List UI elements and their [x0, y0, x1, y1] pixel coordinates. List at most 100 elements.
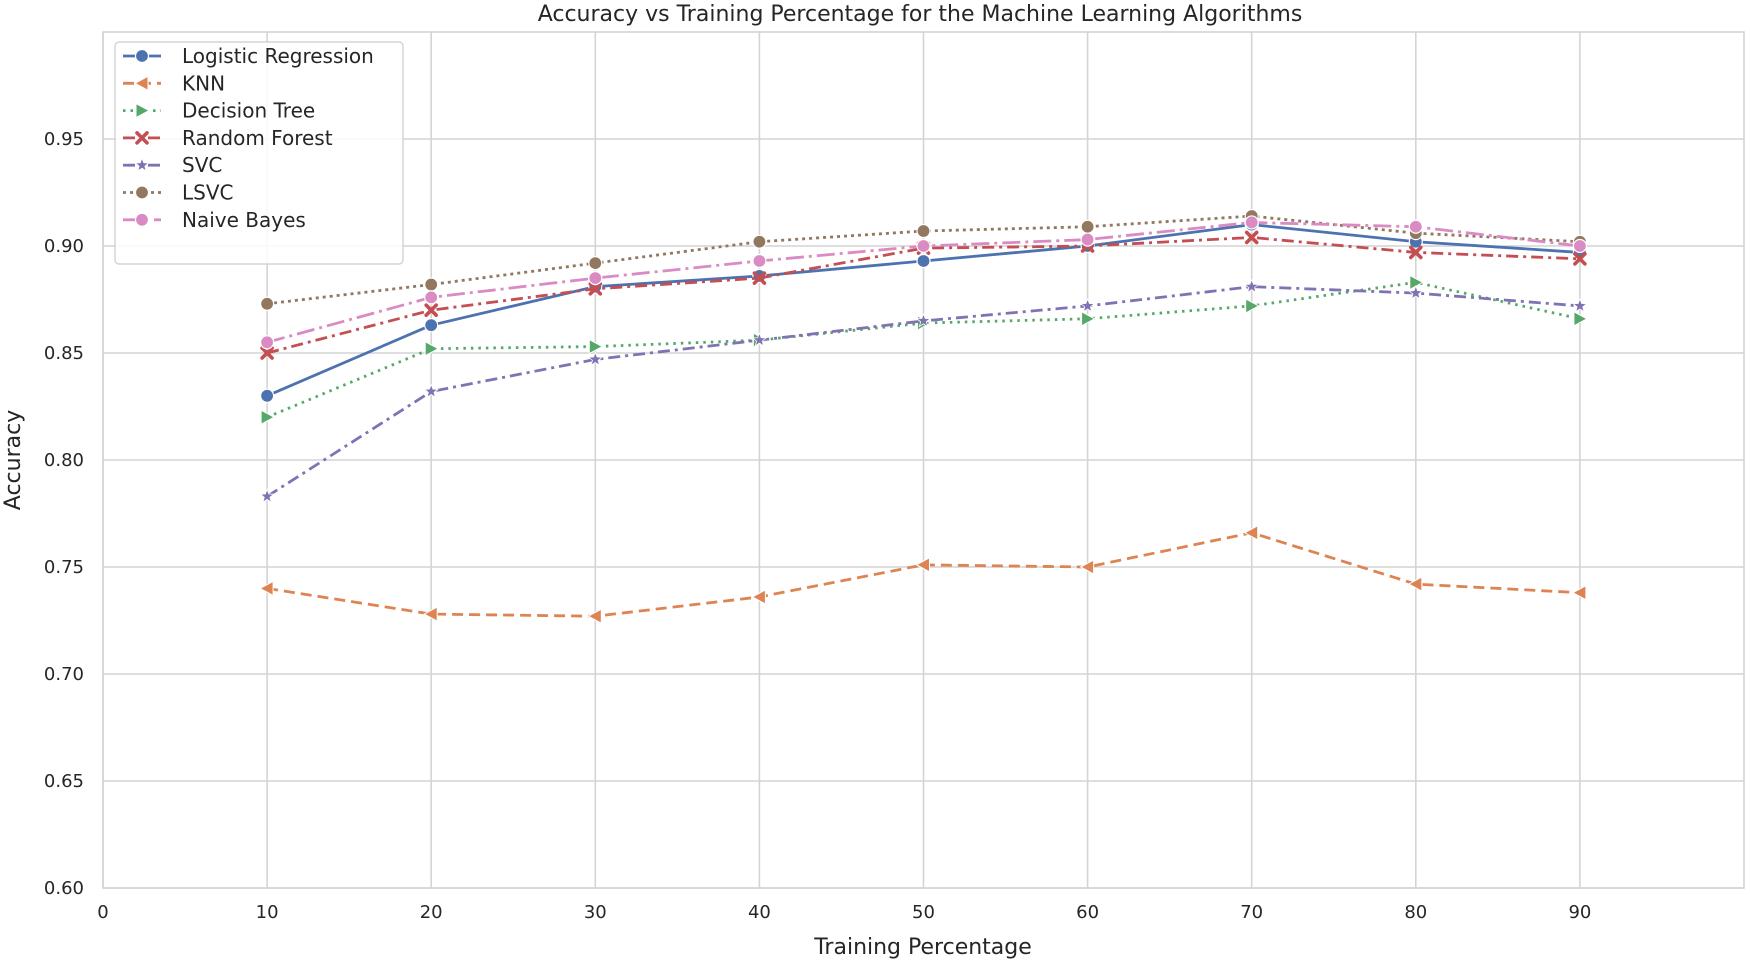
- data-point-knn: [1079, 559, 1095, 575]
- x-axis-label: Training Percentage: [813, 935, 1032, 960]
- data-point-naive-bayes: [1080, 232, 1095, 247]
- legend-box: [114, 41, 404, 265]
- data-point-knn: [587, 608, 602, 625]
- data-point-decision-tree: [424, 340, 440, 357]
- data-point-knn: [751, 589, 766, 605]
- chart-title: Accuracy vs Training Percentage for the …: [538, 2, 1303, 27]
- series-line-knn: [266, 531, 1580, 618]
- legend-marker: [135, 131, 149, 145]
- data-point-decision-tree: [1081, 310, 1096, 327]
- data-point-decision-tree: [1409, 274, 1424, 291]
- legend-label: KNN: [182, 71, 225, 95]
- data-point-lsvc: [588, 256, 603, 271]
- y-tick-label: 0.65: [44, 771, 84, 792]
- data-point-svc: [915, 312, 932, 328]
- grid: [102, 32, 1744, 889]
- x-tick-label: 70: [1240, 902, 1263, 923]
- data-point-lsvc: [752, 234, 767, 249]
- data-point-random-forest: [424, 303, 438, 317]
- y-tick-label: 0.95: [44, 129, 84, 150]
- legend-label: Random Forest: [182, 126, 333, 150]
- data-point-svc: [1243, 278, 1260, 294]
- data-point-naive-bayes: [1572, 238, 1588, 254]
- data-point-svc: [587, 351, 604, 366]
- series-layer: [259, 208, 1588, 625]
- series-svc: [259, 278, 1588, 503]
- x-tick-label: 80: [1404, 902, 1427, 923]
- y-tick-label: 0.75: [44, 557, 84, 578]
- legend-entry-random-forest: Random Forest: [123, 126, 333, 150]
- data-point-naive-bayes: [588, 271, 603, 286]
- data-point-naive-bayes: [916, 238, 931, 254]
- legend-entry-knn: KNN: [123, 71, 225, 95]
- y-axis-label: Accuracy: [1, 410, 26, 510]
- y-tick-label: 0.90: [44, 236, 84, 257]
- data-point-svc: [1079, 297, 1096, 313]
- y-tick-label: 0.80: [44, 450, 84, 471]
- legend-entry-logistic-regression: Logistic Regression: [123, 44, 374, 68]
- y-tick-label: 0.60: [44, 878, 84, 899]
- legend-label: Naive Bayes: [182, 208, 306, 232]
- x-tick-label: 30: [584, 902, 607, 923]
- legend-label: SVC: [182, 153, 222, 177]
- legend-marker: [134, 185, 150, 200]
- legend-label: LSVC: [182, 181, 233, 205]
- data-point-logistic-regression: [260, 388, 275, 403]
- data-point-naive-bayes: [1408, 219, 1423, 234]
- data-point-lsvc: [260, 296, 275, 311]
- data-point-decision-tree: [1245, 298, 1260, 314]
- data-point-naive-bayes: [752, 253, 767, 269]
- data-point-random-forest: [260, 346, 274, 360]
- x-tick-label: 50: [912, 902, 935, 923]
- data-point-svc: [1408, 284, 1424, 300]
- x-tick-label: 60: [1076, 902, 1099, 923]
- legend-label: Logistic Regression: [182, 44, 374, 68]
- legend-marker: [133, 75, 149, 92]
- data-point-naive-bayes: [424, 290, 439, 305]
- legend-marker: [135, 102, 151, 119]
- data-point-lsvc: [916, 223, 931, 239]
- data-point-decision-tree: [588, 338, 604, 355]
- data-point-random-forest: [1573, 252, 1587, 266]
- data-point-random-forest: [1409, 245, 1423, 260]
- legend-entry-svc: SVC: [123, 153, 222, 177]
- legend: Logistic Regression KNN Decision Tree Rando…: [114, 41, 404, 265]
- data-point-logistic-regression: [916, 253, 931, 269]
- data-point-svc: [1572, 297, 1588, 313]
- y-tick-label: 0.85: [44, 343, 84, 364]
- series-knn: [259, 524, 1587, 625]
- data-point-knn: [259, 580, 274, 597]
- data-point-random-forest: [1244, 230, 1259, 245]
- data-point-knn: [1243, 524, 1259, 541]
- data-point-logistic-regression: [424, 318, 439, 333]
- series-line-random-forest: [266, 236, 1580, 355]
- series-naive-bayes: [260, 215, 1588, 350]
- data-point-knn: [915, 557, 930, 573]
- data-point-svc: [259, 488, 275, 503]
- data-point-naive-bayes: [260, 335, 275, 350]
- data-point-random-forest: [752, 271, 767, 285]
- legend-entry-lsvc: LSVC: [123, 181, 233, 205]
- data-point-knn: [423, 606, 438, 622]
- x-tick-label: 20: [420, 902, 443, 923]
- legend-label: Decision Tree: [182, 99, 315, 123]
- data-point-lsvc: [424, 277, 439, 292]
- legend-marker: [134, 48, 150, 64]
- data-point-decision-tree: [260, 409, 276, 426]
- data-point-decision-tree: [1573, 310, 1588, 327]
- legend-entry-naive-bayes: Naive Bayes: [123, 208, 306, 232]
- data-point-svc: [751, 332, 768, 347]
- data-point-knn: [1571, 584, 1587, 601]
- data-point-naive-bayes: [1244, 215, 1259, 230]
- tick-labels: 0 10 20 30 40 50 60 70 80 90 0.60 0.65 0.70 0.75 0.80 0…: [44, 129, 1591, 923]
- data-point-svc: [423, 383, 439, 399]
- legend-entry-decision-tree: Decision Tree: [123, 99, 315, 123]
- y-tick-label: 0.70: [44, 664, 84, 685]
- x-tick-label: 10: [256, 902, 279, 923]
- legend-marker: [134, 157, 150, 172]
- data-point-random-forest: [588, 282, 603, 296]
- x-tick-label: 40: [748, 902, 771, 923]
- x-tick-label: 90: [1568, 902, 1591, 923]
- data-point-lsvc: [1080, 219, 1095, 234]
